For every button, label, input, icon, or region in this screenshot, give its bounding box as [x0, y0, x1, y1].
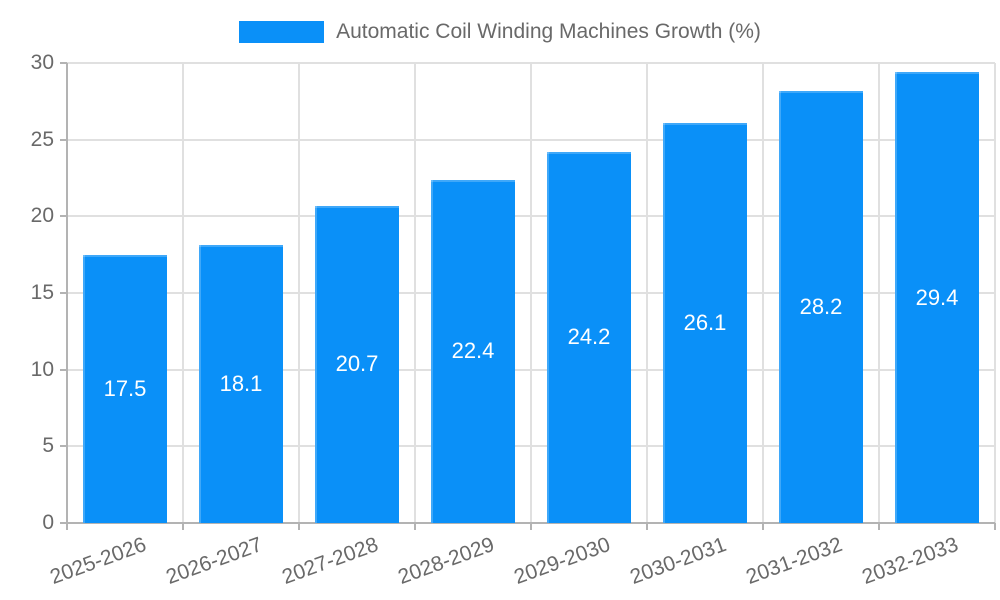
gridline-vertical — [878, 63, 880, 523]
x-tick-label: 2032-2033 — [858, 533, 961, 589]
y-axis-tick — [60, 445, 67, 448]
y-axis-tick — [60, 292, 67, 294]
bar-value-label: 24.2 — [567, 324, 611, 350]
y-axis-tick — [60, 368, 67, 371]
gridline-vertical — [414, 63, 416, 523]
y-axis-tick — [60, 215, 67, 218]
y-axis-tick — [60, 62, 67, 64]
bar[interactable]: 20.7 — [315, 205, 399, 523]
y-tick-label: 25 — [30, 127, 54, 151]
x-tick-label: 2029-2030 — [510, 533, 613, 589]
x-tick-label: 2031-2032 — [742, 533, 845, 589]
legend-label[interactable]: Automatic Coil Winding Machines Growth (… — [336, 20, 761, 43]
x-tick-label: 2026-2027 — [162, 533, 265, 589]
gridline-vertical — [994, 63, 996, 523]
y-tick-label: 0 — [42, 511, 54, 534]
legend: Automatic Coil Winding Machines Growth (… — [0, 20, 1000, 44]
x-axis-tick — [878, 523, 880, 530]
gridline-vertical — [762, 63, 764, 523]
legend-swatch[interactable] — [239, 21, 325, 43]
x-axis-tick — [762, 523, 764, 530]
y-tick-label: 10 — [30, 357, 54, 381]
bar[interactable]: 26.1 — [663, 122, 747, 523]
x-tick-label: 2025-2026 — [46, 533, 149, 589]
bar-value-label: 29.4 — [915, 284, 959, 310]
gridline-vertical — [646, 63, 648, 523]
bar-value-label: 17.5 — [103, 375, 147, 401]
x-tick-label: 2030-2031 — [626, 533, 729, 589]
y-axis-tick — [60, 138, 67, 141]
bar[interactable]: 18.1 — [199, 245, 283, 523]
bar-value-label: 26.1 — [683, 309, 727, 335]
bar[interactable]: 28.2 — [779, 90, 863, 523]
bar-value-label: 20.7 — [335, 351, 379, 377]
bar-value-label: 18.1 — [219, 371, 263, 397]
x-axis-tick — [298, 523, 300, 530]
y-tick-label: 30 — [30, 51, 54, 74]
gridline-vertical — [182, 63, 184, 523]
x-tick-label: 2027-2028 — [278, 533, 381, 589]
bar[interactable]: 22.4 — [431, 179, 515, 523]
y-tick-label: 15 — [30, 281, 54, 304]
gridline-vertical — [530, 63, 532, 523]
bar-value-label: 22.4 — [451, 338, 495, 364]
bar[interactable]: 24.2 — [547, 151, 631, 523]
x-axis-tick — [646, 523, 648, 530]
bar[interactable]: 29.4 — [895, 72, 979, 523]
y-tick-label: 20 — [30, 204, 54, 228]
y-tick-label: 5 — [42, 434, 54, 458]
gridline-vertical — [298, 63, 300, 523]
x-axis-tick — [414, 523, 416, 530]
bar-value-label: 28.2 — [799, 293, 843, 319]
x-axis-tick — [182, 523, 184, 530]
x-axis-tick — [530, 523, 532, 530]
bar[interactable]: 17.5 — [83, 254, 167, 523]
x-axis-line — [60, 522, 995, 524]
x-axis-tick — [994, 523, 996, 530]
x-tick-label: 2028-2029 — [394, 533, 497, 589]
y-axis-line — [66, 63, 68, 530]
